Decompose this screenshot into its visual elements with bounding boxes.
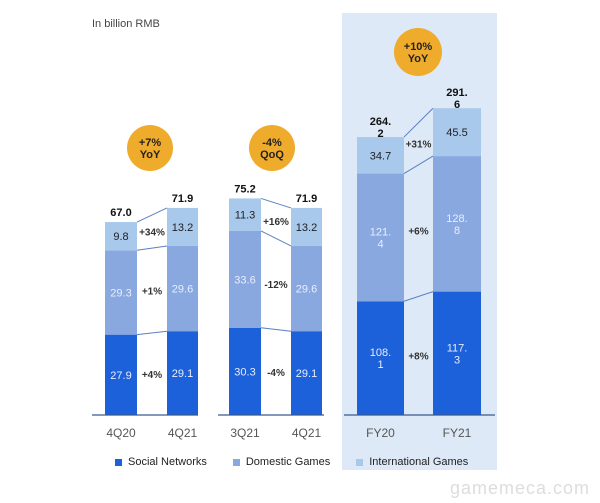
change-label: +31% [406,140,432,151]
data-label: 30.3 [234,366,255,378]
data-label: 29.3 [110,287,131,299]
x-tick-label: 4Q21 [292,426,322,440]
change-label: +16% [263,217,289,228]
data-label: 34.7 [370,150,391,162]
bar-segment-international-games [291,207,322,246]
badge-value: +10% [404,41,433,53]
x-tick-label: 4Q20 [106,426,136,440]
legend-label: Domestic Games [245,456,331,468]
total-label: 71.9 [172,193,193,205]
total-label: 71.9 [296,193,317,205]
bar-segment-social-networks [433,291,481,415]
data-label: 121. 4 [370,226,391,250]
change-label: +4% [142,370,162,381]
data-label: 9.8 [113,231,128,243]
bar-segment-international-games [229,198,261,231]
unit-label: In billion RMB [92,18,160,30]
data-label: 128. 8 [446,213,467,237]
bar-segment-social-networks [229,327,261,415]
data-label: 11.3 [235,210,256,222]
badge-period: YoY [408,53,429,65]
x-tick-label: 4Q21 [168,426,198,440]
bar-segment-social-networks [105,334,137,415]
legend-item-social-networks: Social Networks [115,456,207,468]
change-label: +1% [142,287,162,298]
total-label: 75.2 [234,183,255,195]
change-badge [394,28,442,76]
data-label: 13.2 [296,222,317,234]
connector-line [260,327,292,332]
bar-segment-social-networks [167,331,198,415]
data-label: 108. 1 [370,347,391,371]
bar-segment-domestic-games [357,173,404,302]
bar-segment-international-games [167,207,198,246]
bar-segment-domestic-games [105,250,137,335]
bar-segment-domestic-games [229,230,261,328]
x-tick-label: FY20 [366,426,395,440]
data-label: 29.1 [296,368,317,380]
badge-value: +7% [139,137,162,149]
data-label: 13.2 [172,222,193,234]
bar-segment-social-networks [357,301,404,415]
x-tick-label: FY21 [443,426,472,440]
total-label: 291. 6 [446,87,467,111]
data-label: 117. 3 [447,342,468,366]
connector-line [403,155,434,174]
data-label: 45.5 [446,127,467,139]
data-label: 29.6 [172,284,193,296]
data-label: 27.9 [110,370,131,382]
bar-segment-social-networks [291,331,322,415]
badge-period: YoY [140,149,161,161]
change-label: -4% [267,368,285,379]
change-label: +8% [408,352,428,363]
connector-line [403,291,434,302]
change-badge [127,125,173,171]
total-label: 264. 2 [370,116,391,140]
legend: Social Networks Domestic Games Internati… [115,456,468,468]
bar-segment-international-games [357,137,404,174]
change-label: +6% [408,227,428,238]
badge-value: -4% [262,137,282,149]
connector-line [136,330,168,336]
data-label: 33.6 [234,274,255,286]
connector-line [136,207,168,223]
bar-segment-domestic-games [433,156,481,292]
change-label: +34% [139,228,165,239]
connector-line [136,245,168,251]
change-badge [249,125,295,171]
legend-swatch [232,458,240,466]
legend-item-domestic-games: Domestic Games [232,456,331,468]
legend-swatch [356,458,364,466]
data-label: 29.6 [296,284,317,296]
connector-line [260,230,292,247]
legend-item-international-games: International Games [356,456,468,468]
bar-segment-domestic-games [291,245,322,332]
legend-swatch [115,458,122,466]
connector-line [403,107,434,138]
watermark: gamemeca.com [449,478,590,498]
badge-period: QoQ [260,149,284,161]
legend-label: Social Networks [128,456,207,468]
x-tick-label: 3Q21 [230,426,260,440]
data-label: 29.1 [172,368,193,380]
bar-segment-domestic-games [167,245,198,332]
bar-segment-international-games [433,108,481,157]
bar-segment-international-games [105,222,137,251]
connector-line [260,197,292,209]
legend-label: International Games [369,456,469,468]
total-label: 67.0 [110,207,131,219]
change-label: -12% [264,280,287,291]
